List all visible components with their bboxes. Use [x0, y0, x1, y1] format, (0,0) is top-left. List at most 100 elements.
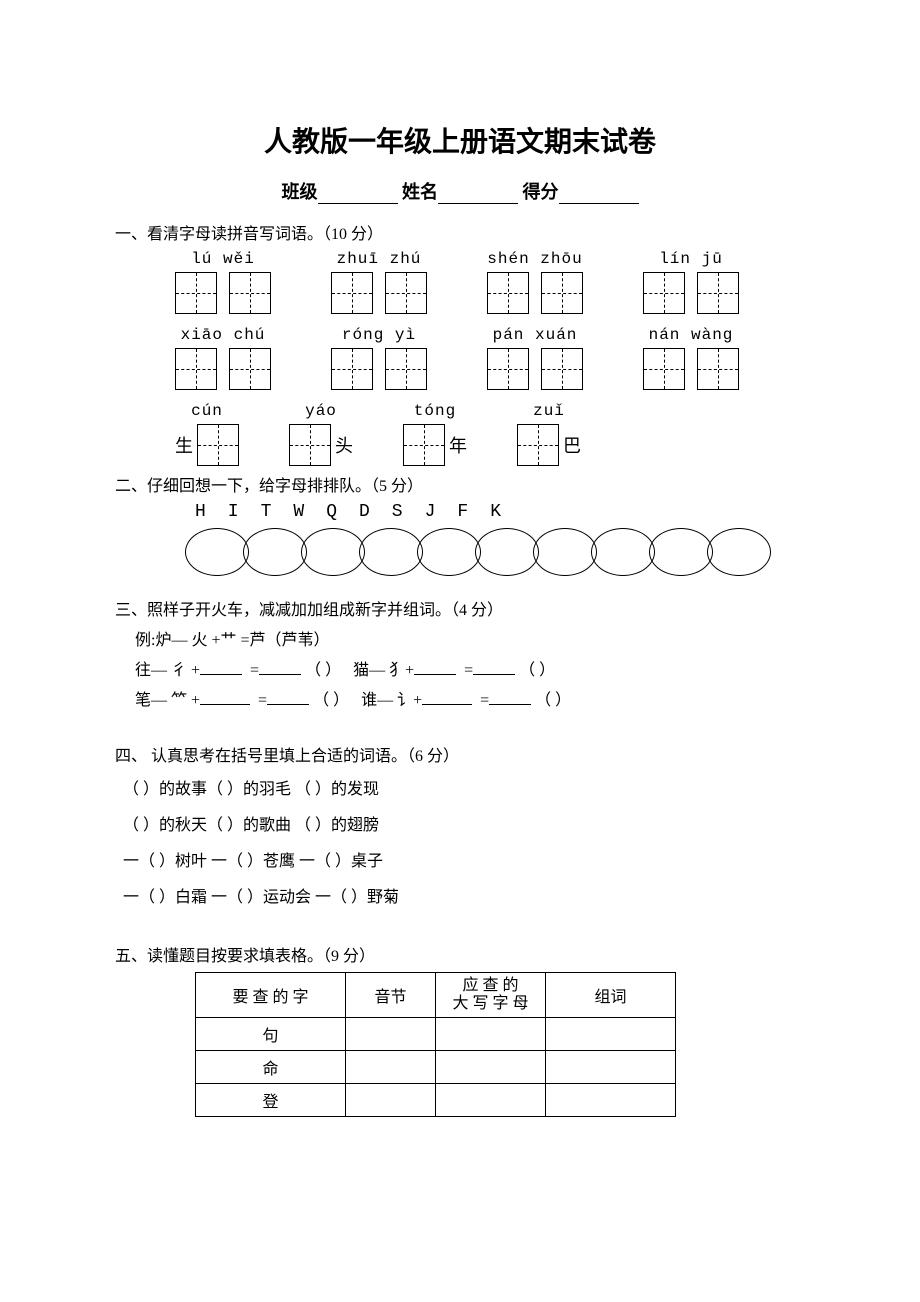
- table-cell[interactable]: [546, 1051, 676, 1084]
- table-header: 组词: [546, 973, 676, 1018]
- q3-line2: 笔— 𥫗 + = （ ） 谁— 讠+ = （ ）: [135, 686, 805, 716]
- q5-table: 要 查 的 字 音节 应 查 的大 写 字 母 组词 句 命 登: [195, 972, 676, 1117]
- pinyin-text: lín jū: [659, 250, 723, 268]
- class-blank[interactable]: [318, 186, 398, 204]
- table-row: 句: [196, 1018, 676, 1051]
- tianzi-box[interactable]: [487, 348, 529, 390]
- char-suffix: 年: [449, 432, 467, 466]
- table-cell[interactable]: [436, 1051, 546, 1084]
- tianzi-box[interactable]: [541, 348, 583, 390]
- score-label: 得分: [523, 182, 559, 202]
- blank[interactable]: [267, 689, 309, 705]
- table-cell[interactable]: [346, 1051, 436, 1084]
- tianzi-box[interactable]: [175, 348, 217, 390]
- table-cell[interactable]: [346, 1084, 436, 1117]
- pinyin-text: xiāo chú: [181, 326, 266, 344]
- answer-oval[interactable]: [707, 528, 771, 576]
- q3-part: =: [250, 662, 259, 679]
- answer-oval[interactable]: [359, 528, 423, 576]
- q4-line: 一（ ）白霜 一（ ）运动会 一（ ）野菊: [123, 880, 805, 916]
- answer-oval[interactable]: [417, 528, 481, 576]
- tianzi-box[interactable]: [331, 348, 373, 390]
- table-cell[interactable]: [546, 1018, 676, 1051]
- q3-part: 猫— 犭+: [353, 662, 414, 679]
- name-label: 姓名: [402, 182, 438, 202]
- q2-heading: 二、仔细回想一下，给字母排排队。（5 分）: [115, 472, 805, 496]
- table-cell[interactable]: [546, 1084, 676, 1117]
- q3-part: （ ）: [535, 692, 571, 709]
- tianzi-box[interactable]: [385, 348, 427, 390]
- tianzi-box[interactable]: [517, 424, 559, 466]
- tianzi-box[interactable]: [197, 424, 239, 466]
- pinyin-group: xiāo chú: [175, 326, 271, 390]
- q3-part: 往— 彳 +: [135, 662, 200, 679]
- q3-part: （ ）: [305, 662, 341, 679]
- q1-row3: cún 生 yáo 头 tóng 年 zuǐ 巴: [175, 402, 805, 466]
- answer-oval[interactable]: [475, 528, 539, 576]
- pinyin-group: zhuī zhú: [331, 250, 427, 314]
- table-row: 命: [196, 1051, 676, 1084]
- tianzi-box[interactable]: [403, 424, 445, 466]
- blank[interactable]: [473, 659, 515, 675]
- answer-oval[interactable]: [649, 528, 713, 576]
- q3-part: 谁— 讠+: [361, 692, 422, 709]
- header-line: 班级 姓名 得分: [115, 178, 805, 204]
- answer-oval[interactable]: [185, 528, 249, 576]
- tianzi-box[interactable]: [175, 272, 217, 314]
- pinyin-group: lú wěi: [175, 250, 271, 314]
- q4-heading: 四、 认真思考在括号里填上合适的词语。（6 分）: [115, 742, 805, 766]
- q5-heading: 五、读懂题目按要求填表格。（9 分）: [115, 942, 805, 966]
- name-blank[interactable]: [438, 186, 518, 204]
- q2-ovals: [185, 528, 805, 576]
- blank[interactable]: [414, 659, 456, 675]
- pinyin-group: yáo 头: [289, 402, 353, 466]
- char-suffix: 头: [335, 432, 353, 466]
- answer-oval[interactable]: [533, 528, 597, 576]
- pinyin-group: zuǐ 巴: [517, 402, 581, 466]
- table-cell[interactable]: [436, 1084, 546, 1117]
- blank[interactable]: [200, 659, 242, 675]
- table-row: 登: [196, 1084, 676, 1117]
- q1-heading: 一、看清字母读拼音写词语。（10 分）: [115, 220, 805, 244]
- pinyin-group: róng yì: [331, 326, 427, 390]
- blank[interactable]: [200, 689, 250, 705]
- q4-line: （ ）的秋天（ ）的歌曲 （ ）的翅膀: [123, 808, 805, 844]
- pinyin-group: tóng 年: [403, 402, 467, 466]
- tianzi-box[interactable]: [229, 348, 271, 390]
- table-header: 要 查 的 字: [196, 973, 346, 1018]
- blank[interactable]: [259, 659, 301, 675]
- answer-oval[interactable]: [301, 528, 365, 576]
- q2-letters: HITWQDSJFK: [195, 502, 805, 522]
- answer-oval[interactable]: [591, 528, 655, 576]
- tianzi-box[interactable]: [331, 272, 373, 314]
- page-title: 人教版一年级上册语文期末试卷: [115, 120, 805, 160]
- tianzi-box[interactable]: [229, 272, 271, 314]
- blank[interactable]: [489, 689, 531, 705]
- q1-row1: lú wěi zhuī zhú shén zhōu lín jū: [175, 250, 805, 314]
- score-blank[interactable]: [559, 186, 639, 204]
- tianzi-box[interactable]: [289, 424, 331, 466]
- pinyin-text: cún: [191, 402, 223, 420]
- tianzi-box[interactable]: [385, 272, 427, 314]
- q3-part: =: [464, 662, 473, 679]
- tianzi-box[interactable]: [643, 348, 685, 390]
- pinyin-group: lín jū: [643, 250, 739, 314]
- q3-example: 例:炉— 火 +艹 =芦（芦苇）: [135, 626, 805, 656]
- tianzi-box[interactable]: [487, 272, 529, 314]
- blank[interactable]: [422, 689, 472, 705]
- table-cell: 命: [196, 1051, 346, 1084]
- table-cell[interactable]: [346, 1018, 436, 1051]
- table-cell: 句: [196, 1018, 346, 1051]
- tianzi-box[interactable]: [697, 272, 739, 314]
- tianzi-box[interactable]: [697, 348, 739, 390]
- pinyin-text: nán wàng: [649, 326, 734, 344]
- q4-line: （ ）的故事（ ）的羽毛 （ ）的发现: [123, 772, 805, 808]
- table-cell[interactable]: [436, 1018, 546, 1051]
- q4-line: 一（ ）树叶 一（ ）苍鹰 一（ ）桌子: [123, 844, 805, 880]
- tianzi-box[interactable]: [541, 272, 583, 314]
- tianzi-box[interactable]: [643, 272, 685, 314]
- q1-row2: xiāo chú róng yì pán xuán nán wàng: [175, 326, 805, 390]
- pinyin-text: lú wěi: [191, 250, 255, 268]
- answer-oval[interactable]: [243, 528, 307, 576]
- pinyin-group: cún 生: [175, 402, 239, 466]
